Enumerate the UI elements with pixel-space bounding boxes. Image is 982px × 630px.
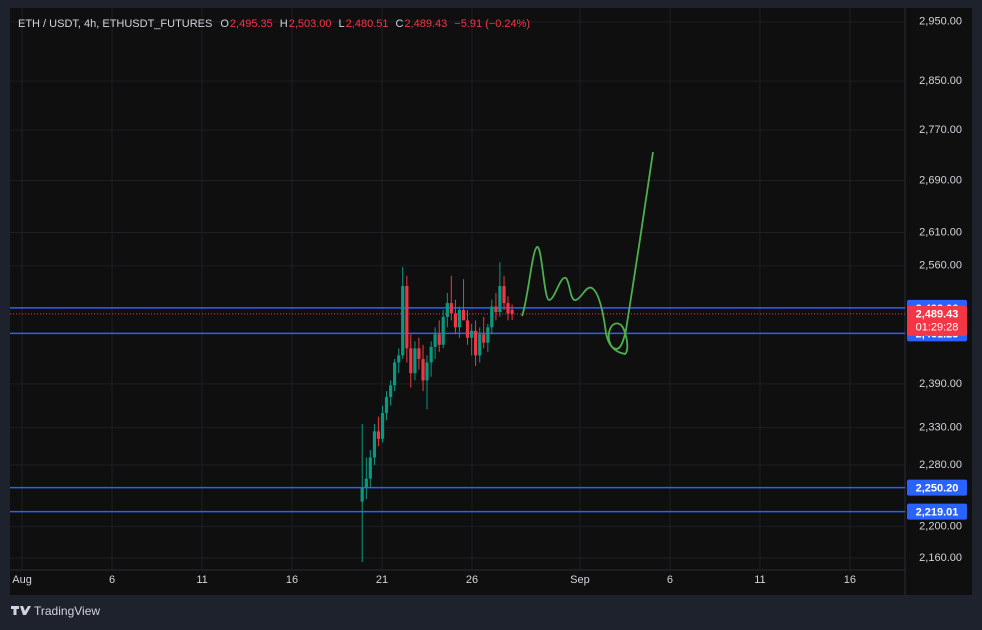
- brand-name: TradingView: [34, 604, 100, 618]
- candle-body: [429, 346, 433, 363]
- ohlc-value: 2,495.35: [230, 18, 273, 30]
- brand: TradingView: [11, 604, 100, 618]
- candle-body: [389, 385, 393, 397]
- ohlc-key: C: [395, 18, 403, 30]
- candle-body: [449, 303, 453, 314]
- grid: [10, 8, 905, 570]
- candle-body: [453, 313, 458, 328]
- countdown: 01:29:28: [916, 322, 959, 334]
- x-tick-label: 6: [667, 574, 673, 586]
- candle-body: [457, 309, 461, 328]
- candle-body: [482, 334, 486, 343]
- candle-body: [461, 309, 466, 321]
- candle-body: [380, 412, 385, 439]
- candle-body: [433, 334, 437, 347]
- axes: 2,950.00 2,850.00 2,770.00 2,690.00 2,610.00…: [12, 16, 967, 586]
- drawn-annotation: [521, 151, 654, 355]
- y-tick-label: 2,160.00: [919, 552, 962, 564]
- candle-body: [401, 286, 405, 356]
- ohlc-value: 2,480.51: [346, 18, 389, 30]
- candle-body: [506, 303, 510, 314]
- candle-body: [372, 431, 377, 458]
- y-tick-label: 2,610.00: [919, 226, 962, 238]
- y-tick-label: 2,390.00: [919, 378, 962, 390]
- y-tick-label: 2,770.00: [919, 124, 962, 136]
- candle-body: [437, 334, 441, 345]
- level-tag-label: 2,250.20: [916, 483, 959, 495]
- x-tick-label: 26: [466, 574, 478, 586]
- chart-panel: [10, 8, 972, 595]
- candle-body: [397, 355, 401, 363]
- candle-body: [470, 330, 474, 338]
- levels: [10, 307, 905, 513]
- candle-body: [510, 309, 514, 314]
- ohlc-value: 2,503.00: [289, 18, 332, 30]
- x-tick-label: 21: [376, 574, 388, 586]
- candle-body: [441, 316, 445, 345]
- candle-body: [490, 306, 494, 328]
- y-tick-label: 2,950.00: [919, 16, 962, 28]
- x-tick-label: Sep: [570, 574, 590, 586]
- y-tick-label: 2,280.00: [919, 459, 962, 471]
- candle-body: [502, 286, 506, 304]
- last-price-tag: [907, 305, 967, 336]
- candle-body: [445, 303, 449, 317]
- candle-body: [498, 286, 502, 313]
- y-tick-label: 2,690.00: [919, 174, 962, 186]
- x-tick-label: Aug: [12, 574, 32, 586]
- candle-body: [409, 348, 413, 374]
- brand-logo: [11, 606, 31, 615]
- candles: [360, 262, 514, 562]
- y-tick-label: 2,330.00: [919, 422, 962, 434]
- y-tick-label: 2,850.00: [919, 75, 962, 87]
- ohlc-key: H: [280, 18, 288, 30]
- level-tag: [907, 479, 967, 496]
- candle-body: [486, 327, 490, 343]
- candle-body: [425, 362, 429, 381]
- x-tick-label: 16: [844, 574, 856, 586]
- legend-header: ETH / USDT, 4h, ETHUSDT_FUTURES O 2,495.35…: [18, 18, 530, 30]
- last-price-label: 2,489.43: [916, 309, 959, 321]
- candle-body: [465, 320, 470, 338]
- x-tick-label: 11: [754, 574, 765, 586]
- candle-body: [364, 478, 368, 488]
- candle-body: [413, 348, 417, 374]
- candle-body: [392, 362, 397, 386]
- ohlc-value: 2,489.43: [404, 18, 447, 30]
- candle-body: [494, 306, 498, 313]
- x-tick-label: 16: [286, 574, 298, 586]
- ohlc-key: L: [339, 18, 345, 30]
- level-tag-label: 2,219.01: [916, 507, 959, 519]
- candle-body: [421, 358, 425, 381]
- candle-body: [360, 487, 364, 502]
- y-tick-label: 2,560.00: [919, 260, 962, 272]
- candle-body: [376, 431, 381, 439]
- ohlc-change: −5.91 (−0.24%): [454, 18, 530, 30]
- level-tag: [907, 503, 967, 520]
- x-tick-label: 6: [109, 574, 115, 586]
- y-tick-label: 2,200.00: [919, 520, 962, 532]
- candle-body: [478, 334, 482, 356]
- candle-body: [417, 348, 421, 359]
- symbol: ETH / USDT, 4h, ETHUSDT_FUTURES: [18, 18, 212, 30]
- ohlc-key: O: [220, 18, 229, 30]
- candle-body: [368, 457, 372, 479]
- candle-body: [473, 330, 478, 356]
- x-tick-label: 11: [196, 574, 207, 586]
- candle-body: [384, 396, 389, 413]
- candle-body: [405, 286, 409, 349]
